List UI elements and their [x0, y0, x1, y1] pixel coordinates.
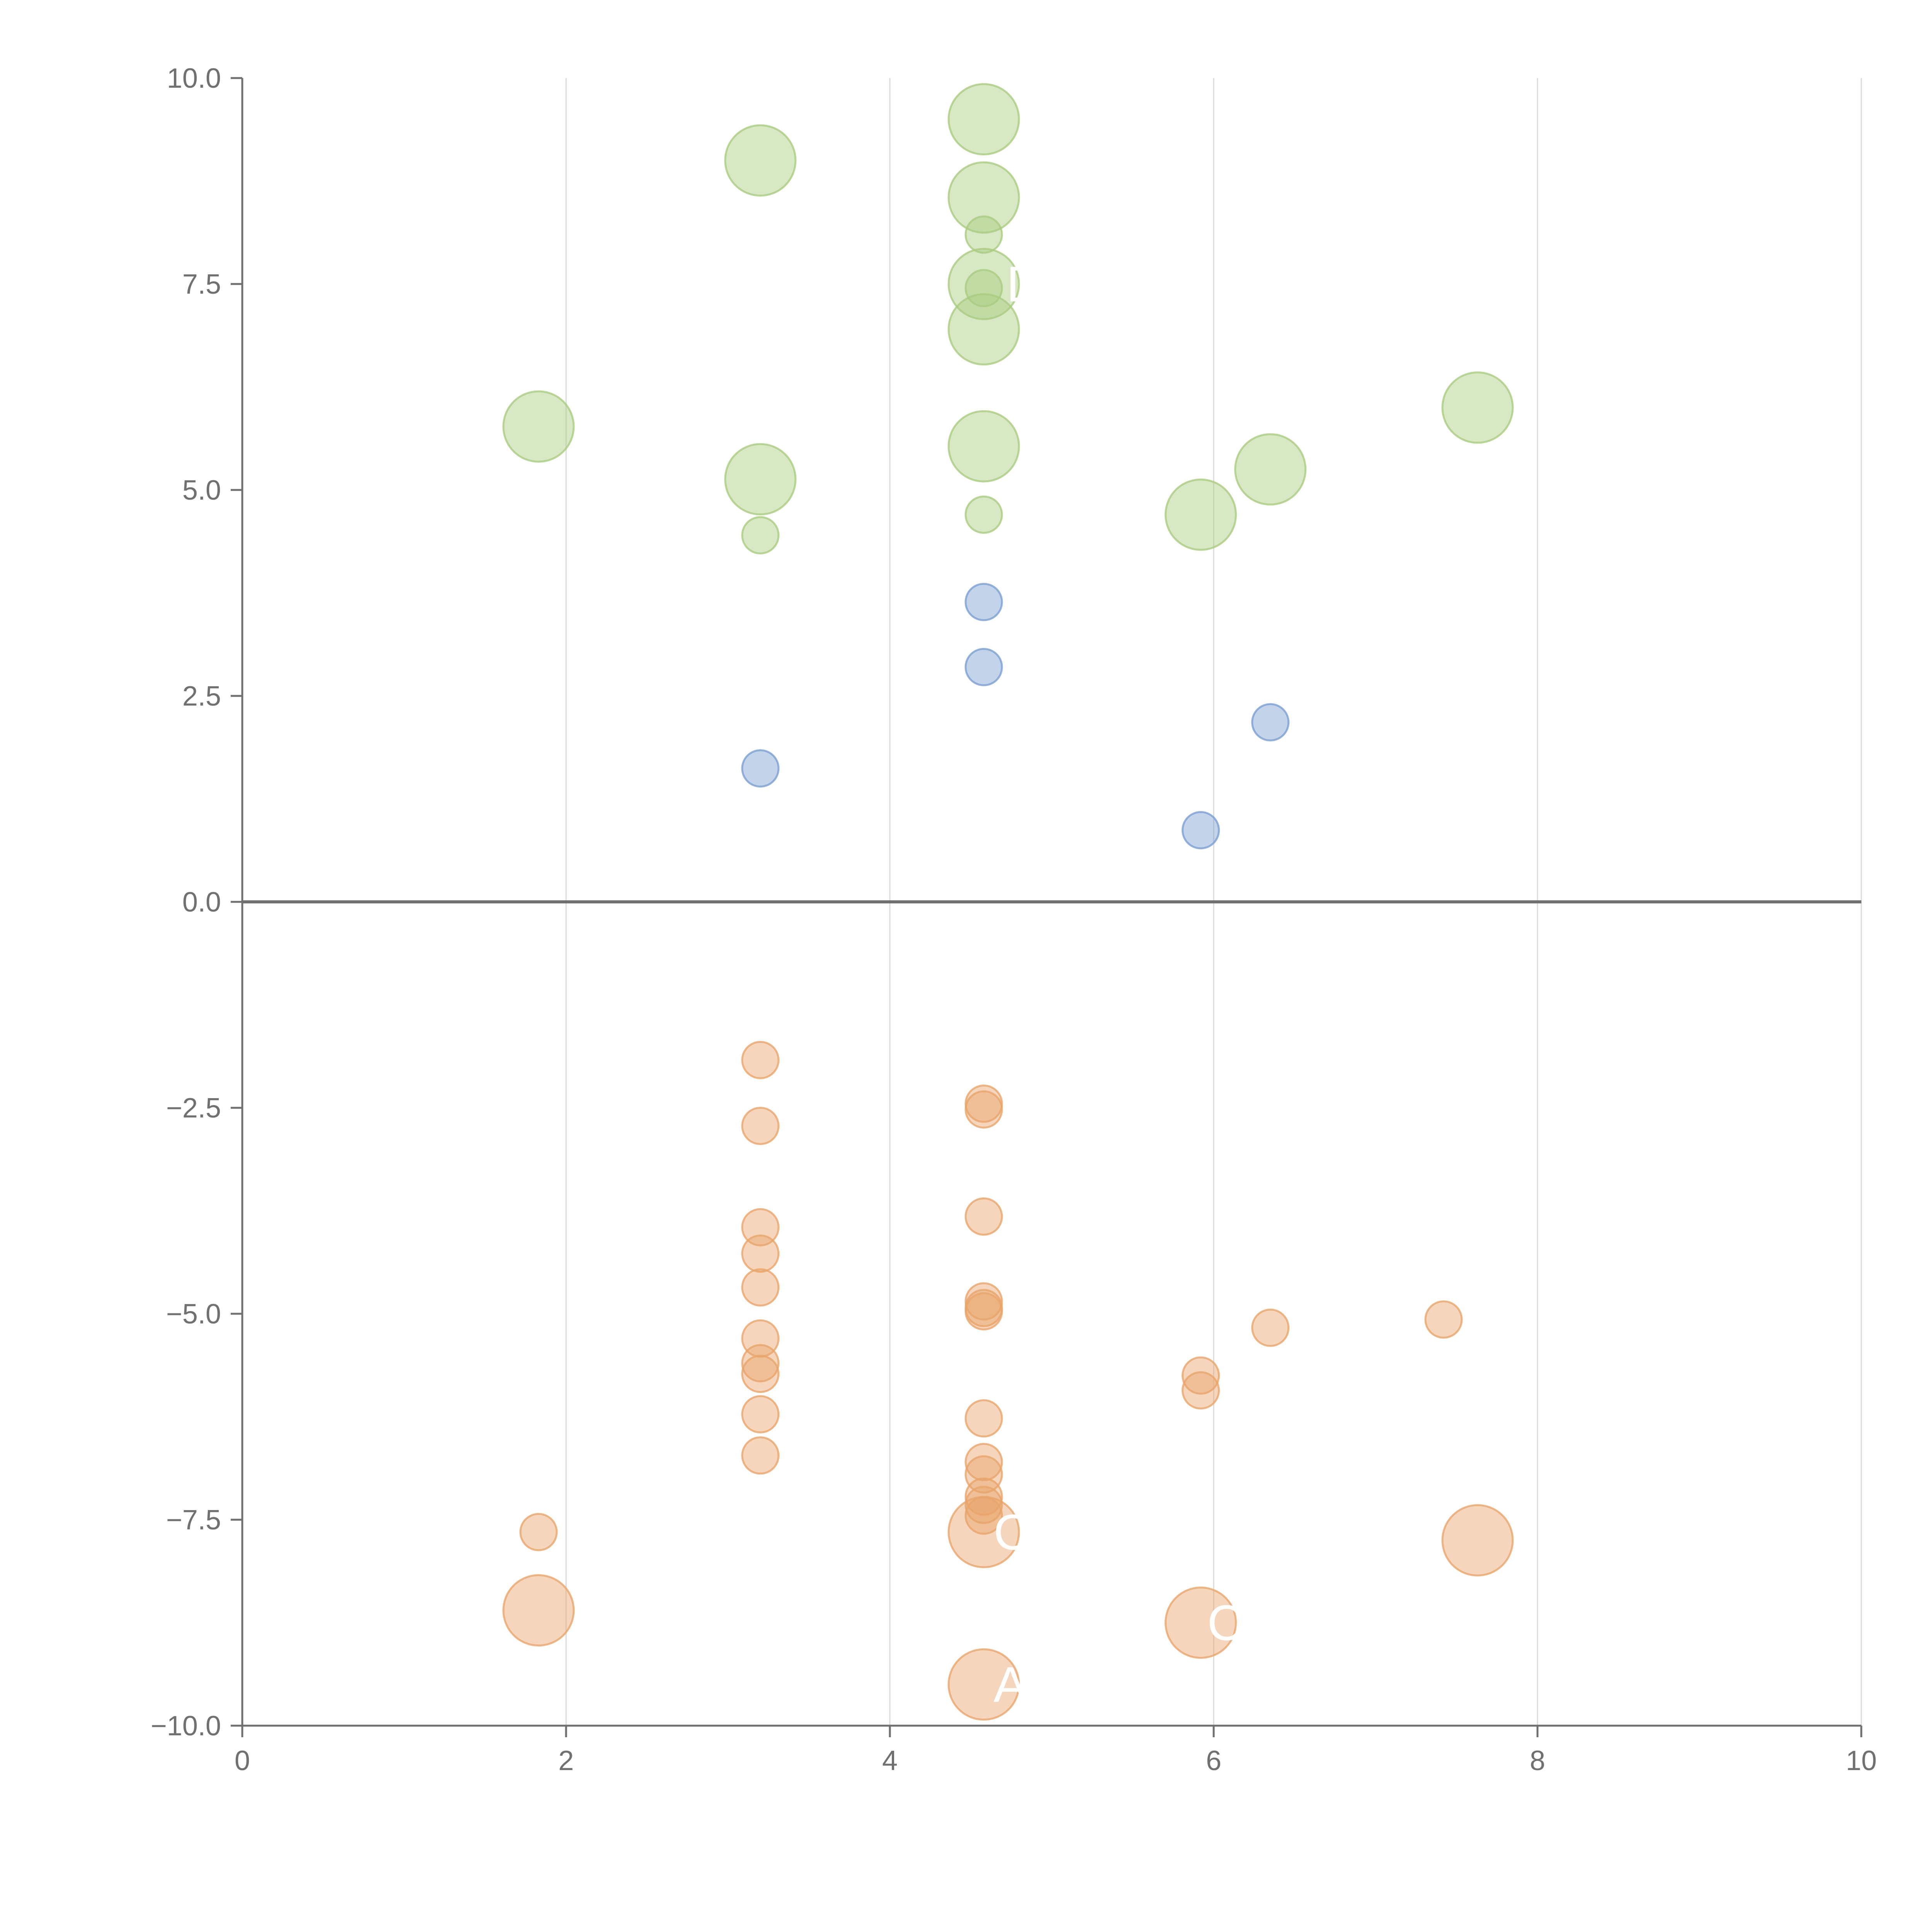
data-point-orange [964, 1443, 1003, 1481]
data-point-green [1441, 371, 1514, 444]
data-point-orange [947, 1648, 1020, 1721]
y-tick-label: −2.5 [166, 1093, 221, 1124]
data-point-orange [964, 1455, 1003, 1494]
point-annotation: D [1007, 256, 1043, 312]
data-point-orange [1251, 1308, 1290, 1347]
data-point-orange [741, 1208, 780, 1247]
data-point-green [1164, 478, 1237, 551]
y-tick-label: 7.5 [182, 269, 221, 300]
y-tick-label: 10.0 [167, 63, 221, 94]
data-point-orange [1424, 1300, 1463, 1339]
data-point-orange [947, 1496, 1020, 1568]
data-point-green [947, 410, 1020, 483]
data-point-green [502, 390, 575, 463]
data-point-green [964, 269, 1003, 308]
data-point-orange [964, 1090, 1003, 1129]
data-point-orange [964, 1399, 1003, 1438]
data-point-orange [1181, 1356, 1220, 1395]
data-point-blue [964, 648, 1003, 686]
data-point-orange [741, 1344, 780, 1383]
data-point-orange [502, 1574, 575, 1647]
data-point-green [964, 495, 1003, 534]
y-tick-label: −10.0 [151, 1711, 221, 1742]
data-point-orange [964, 1197, 1003, 1236]
x-tick-label: 2 [558, 1745, 574, 1776]
data-point-orange [741, 1355, 780, 1393]
x-tick-label: 8 [1530, 1745, 1545, 1776]
data-point-blue [1251, 703, 1290, 742]
data-point-orange [741, 1436, 780, 1475]
data-point-blue [1181, 811, 1220, 850]
point-annotation: C [993, 1504, 1030, 1560]
data-point-blue [741, 749, 780, 788]
data-point-orange [1164, 1587, 1237, 1659]
data-point-green [947, 293, 1020, 366]
x-tick-label: 4 [882, 1745, 898, 1776]
x-tick-label: 6 [1206, 1745, 1221, 1776]
data-point-orange [741, 1234, 780, 1273]
points-layer [502, 83, 1514, 1721]
data-point-green [947, 248, 1020, 320]
data-point-green [724, 443, 797, 515]
axes-layer: 0 2 4 6 8 10 10.0 7.5 5.0 2.5 0.0 −2.5 −5.0 −7.5 −10.0 [151, 63, 1877, 1776]
data-point-green [964, 215, 1003, 254]
y-tick-label: −5.0 [166, 1299, 221, 1330]
data-point-green [947, 83, 1020, 156]
point-annotation: A [993, 1656, 1027, 1713]
point-labels-layer: D C C A [993, 256, 1243, 1713]
point-annotation: C [1207, 1595, 1243, 1651]
data-point-orange [964, 1292, 1003, 1331]
data-point-orange [964, 1486, 1003, 1524]
data-point-green [947, 161, 1020, 234]
x-tick-label: 0 [235, 1745, 250, 1776]
y-tick-label: 5.0 [182, 475, 221, 506]
data-point-orange [741, 1395, 780, 1434]
y-tick-label: 0.0 [182, 887, 221, 918]
data-point-orange [1441, 1504, 1514, 1577]
y-tick-label: −7.5 [166, 1505, 221, 1536]
data-point-green [724, 124, 797, 197]
data-point-green [741, 516, 780, 554]
data-point-green [1234, 433, 1307, 506]
data-point-orange [1181, 1371, 1220, 1410]
x-tick-label: 10 [1846, 1745, 1877, 1776]
data-point-orange [741, 1268, 780, 1307]
data-point-orange [741, 1107, 780, 1145]
data-point-orange [519, 1513, 558, 1551]
data-point-blue [964, 583, 1003, 621]
data-point-orange [741, 1041, 780, 1079]
y-tick-label: 2.5 [182, 681, 221, 712]
